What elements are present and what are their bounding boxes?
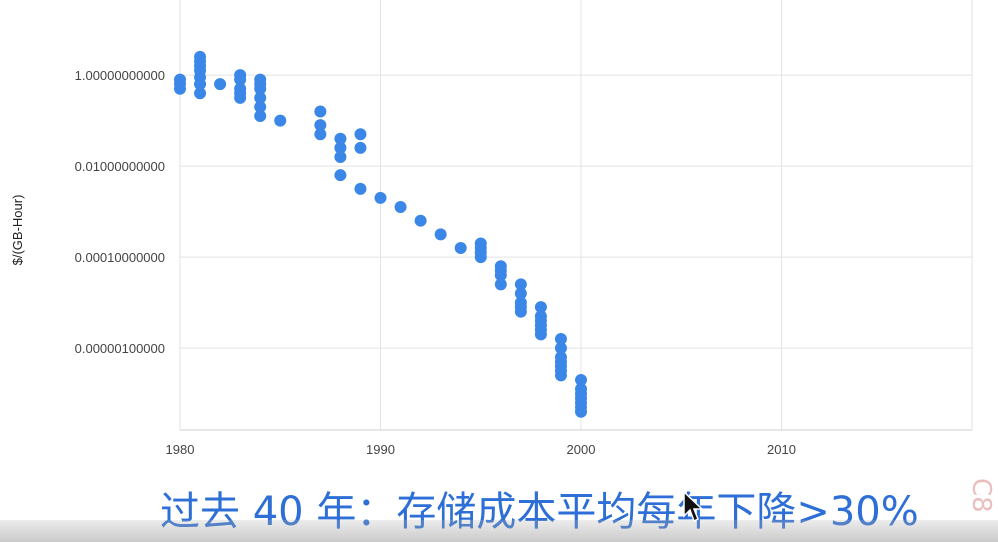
data-point xyxy=(575,396,588,409)
x-tick-label: 2010 xyxy=(767,442,796,457)
data-point xyxy=(534,323,547,336)
data-point xyxy=(494,264,507,277)
data-point xyxy=(334,141,347,154)
data-point xyxy=(194,87,207,100)
data-point xyxy=(554,369,567,382)
data-point xyxy=(334,169,347,182)
data-point xyxy=(194,50,207,63)
data-point xyxy=(314,128,327,141)
data-point xyxy=(575,373,588,386)
axis-ticks: 1980 1990 2000 2010 1.00000000000 0.010000000… xyxy=(75,68,796,457)
watermark-logo: C8 xyxy=(966,478,996,513)
data-point xyxy=(234,69,247,82)
data-point xyxy=(334,150,347,163)
data-point xyxy=(314,105,327,118)
data-point xyxy=(354,128,367,141)
data-point xyxy=(514,296,527,309)
data-point xyxy=(474,246,487,259)
data-point xyxy=(214,78,227,91)
data-point xyxy=(314,119,327,132)
data-point xyxy=(554,351,567,364)
data-point xyxy=(575,405,588,418)
data-point xyxy=(434,228,447,241)
grid-lines xyxy=(179,0,973,431)
data-point xyxy=(254,100,267,113)
data-point xyxy=(534,301,547,314)
data-point xyxy=(174,77,186,90)
data-point xyxy=(334,132,347,145)
data-point xyxy=(414,214,427,227)
x-tick-label: 2000 xyxy=(567,442,596,457)
data-point xyxy=(194,78,207,91)
data-point xyxy=(514,287,527,300)
data-point xyxy=(494,278,507,291)
data-point xyxy=(234,87,247,100)
data-point xyxy=(394,201,407,214)
data-points xyxy=(174,50,588,418)
y-axis-title: $/(GB-Hour) xyxy=(10,195,25,266)
x-tick-label: 1990 xyxy=(366,442,395,457)
video-bottom-bar xyxy=(0,520,998,542)
data-point xyxy=(514,305,527,318)
data-point xyxy=(254,91,267,104)
y-tick-label: 0.00010000000 xyxy=(75,250,165,265)
data-point xyxy=(254,73,267,86)
data-point xyxy=(554,360,567,373)
data-point xyxy=(514,278,527,291)
data-point xyxy=(274,114,287,127)
x-tick-label: 1980 xyxy=(166,442,195,457)
data-point xyxy=(454,241,467,254)
mouse-cursor-icon xyxy=(683,490,704,523)
y-tick-label: 1.00000000000 xyxy=(75,68,165,83)
y-tick-label: 0.00000100000 xyxy=(75,341,165,356)
y-tick-label: 0.01000000000 xyxy=(75,159,165,174)
data-point xyxy=(354,141,367,154)
data-point xyxy=(254,110,267,123)
data-point xyxy=(575,387,588,400)
data-point xyxy=(354,182,367,195)
data-point xyxy=(554,332,567,345)
data-point xyxy=(374,191,387,204)
data-point xyxy=(534,314,547,327)
data-point xyxy=(554,342,567,355)
